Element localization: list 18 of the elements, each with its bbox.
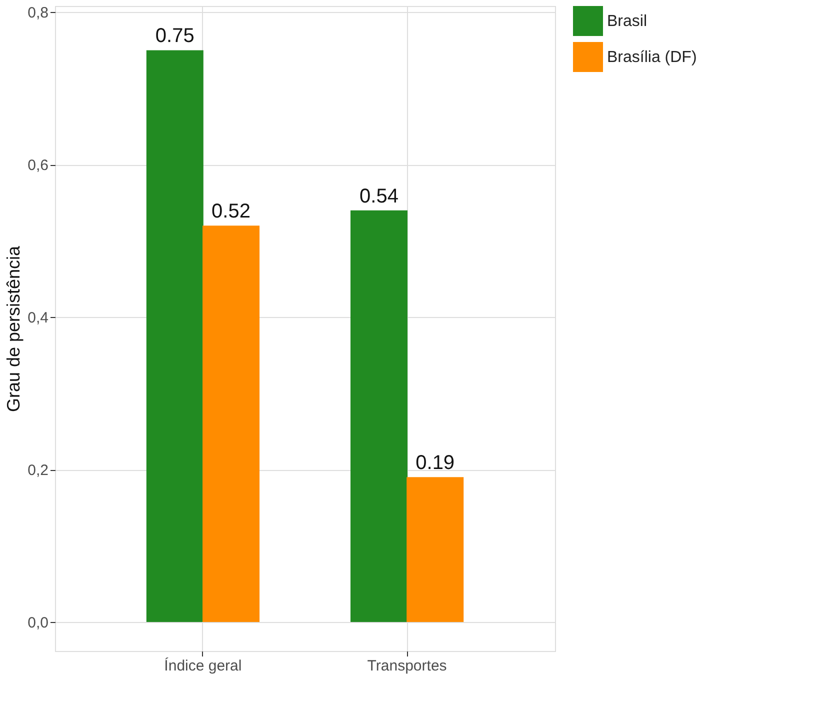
bar [146, 50, 204, 622]
y-tick-label: 0,4 [28, 310, 48, 327]
y-tick-label: 0,8 [28, 4, 48, 22]
y-tick-label: 0,2 [28, 462, 48, 480]
y-tick-label: 0,6 [28, 157, 48, 174]
data-label: 0.52 [212, 200, 250, 223]
data-label: 0.54 [360, 185, 398, 208]
data-label: 0.75 [155, 25, 194, 48]
bar [202, 226, 260, 622]
y-axis-title: Grau de persistência [4, 244, 24, 412]
legend-label: Brasil [607, 13, 648, 30]
bar [406, 477, 464, 622]
x-tick-label: Índice geral [164, 656, 242, 674]
data-label: 0.19 [416, 452, 455, 474]
bar [350, 210, 408, 622]
legend-label: Brasília (DF) [607, 49, 697, 66]
y-tick-label: 0,0 [28, 614, 48, 632]
x-tick-label: Transportes [367, 658, 447, 674]
